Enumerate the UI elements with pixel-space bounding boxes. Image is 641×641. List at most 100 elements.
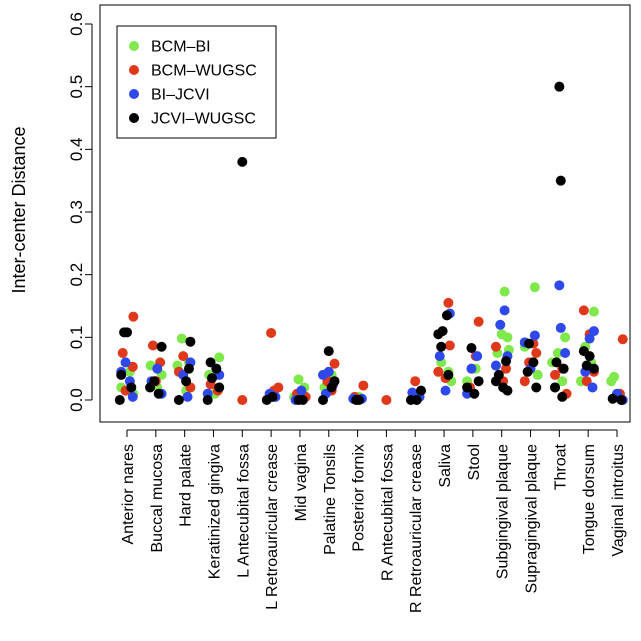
data-point <box>354 395 365 405</box>
data-point <box>552 348 563 358</box>
x-tick-label: Tongue dorsum <box>581 444 598 554</box>
data-point <box>617 334 628 345</box>
plot-frame <box>99 4 631 423</box>
data-point <box>122 327 132 338</box>
data-point <box>550 382 561 393</box>
data-point <box>501 363 512 374</box>
data-point <box>416 385 426 396</box>
data-point <box>588 306 599 317</box>
data-point <box>578 305 589 316</box>
data-point <box>202 395 213 405</box>
x-tick-label: Posterior fornix <box>351 444 368 552</box>
data-point <box>152 363 163 374</box>
data-point <box>261 395 272 405</box>
legend-label: BCM–WUGSC <box>151 63 257 80</box>
legend-marker <box>129 89 139 99</box>
x-tick-label: Stool <box>466 444 483 480</box>
data-point <box>181 376 192 387</box>
data-point <box>145 382 156 393</box>
data-point <box>502 385 513 396</box>
data-point <box>469 388 480 399</box>
y-tick-label: 0.2 <box>67 263 86 287</box>
legend-marker <box>129 65 139 75</box>
data-point <box>318 395 328 405</box>
data-point <box>588 326 599 337</box>
x-tick-label: L Retroauricular crease <box>264 444 281 610</box>
data-point <box>183 363 194 374</box>
x-tick-label: Vaginal introitus <box>610 444 627 557</box>
data-point <box>557 391 568 402</box>
data-point <box>114 395 125 405</box>
data-point <box>587 382 598 393</box>
data-point <box>126 382 137 393</box>
data-point <box>462 382 473 393</box>
legend-label: JCVI–WUGSC <box>151 111 256 128</box>
x-tick-label: Saliva <box>437 444 454 488</box>
y-tick-label: 0.5 <box>67 75 86 99</box>
data-point <box>501 356 512 367</box>
x-tick-label: Keratinized gingiva <box>206 444 223 579</box>
legend-label: BCM–BI <box>151 39 211 56</box>
data-point <box>381 395 392 405</box>
data-point <box>156 341 167 352</box>
data-point <box>433 366 444 377</box>
data-point <box>127 361 138 372</box>
data-point <box>178 351 189 362</box>
data-point <box>554 280 565 291</box>
data-point <box>153 388 164 399</box>
data-point <box>531 382 542 393</box>
data-point <box>407 387 418 398</box>
data-point <box>147 340 158 351</box>
data-point <box>434 351 445 362</box>
legend-marker <box>129 41 139 51</box>
data-point <box>440 385 451 396</box>
data-point <box>529 282 540 293</box>
data-point <box>472 351 483 362</box>
data-point <box>554 81 565 92</box>
x-tick-label: Mid vagina <box>293 444 310 521</box>
x-tick-label: Supragingival plaque <box>524 444 541 594</box>
data-point <box>211 363 222 374</box>
data-point <box>443 297 454 308</box>
data-point <box>207 373 218 384</box>
data-point <box>473 316 484 327</box>
data-point <box>176 333 187 344</box>
x-tick-label: Palatine Tonsils <box>322 444 339 555</box>
data-point <box>466 363 477 374</box>
data-point <box>528 357 539 368</box>
data-point <box>588 363 599 374</box>
data-point <box>560 332 571 343</box>
data-point <box>473 376 484 387</box>
data-point <box>584 333 595 344</box>
x-tick-label: L Antecubital fossa <box>235 444 252 578</box>
data-point <box>490 360 501 371</box>
data-point <box>410 376 421 387</box>
data-point <box>558 363 569 374</box>
data-point <box>214 382 225 393</box>
legend-label: BI–JCVI <box>151 87 210 104</box>
data-point <box>214 352 225 363</box>
data-point <box>557 376 568 387</box>
data-point <box>550 369 561 380</box>
data-point <box>555 322 566 333</box>
data-point <box>358 380 369 391</box>
data-point <box>524 338 535 349</box>
data-point <box>560 348 571 358</box>
data-point <box>490 341 501 352</box>
y-axis-title: Inter-center Distance <box>9 126 29 293</box>
y-tick-label: 0.6 <box>67 12 86 36</box>
data-point <box>127 391 138 402</box>
data-point <box>444 340 455 351</box>
x-tick-label: Hard palate <box>178 444 195 527</box>
data-point <box>522 366 533 377</box>
data-point <box>237 156 248 167</box>
data-point <box>616 395 627 405</box>
data-point <box>499 305 510 316</box>
data-point <box>531 348 542 358</box>
x-tick-label: R Retroauricular crease <box>408 444 425 613</box>
data-point <box>495 319 506 330</box>
data-point <box>502 332 513 343</box>
x-tick-label: Anterior nares <box>120 444 137 545</box>
data-point <box>326 382 337 393</box>
data-point <box>120 357 131 368</box>
